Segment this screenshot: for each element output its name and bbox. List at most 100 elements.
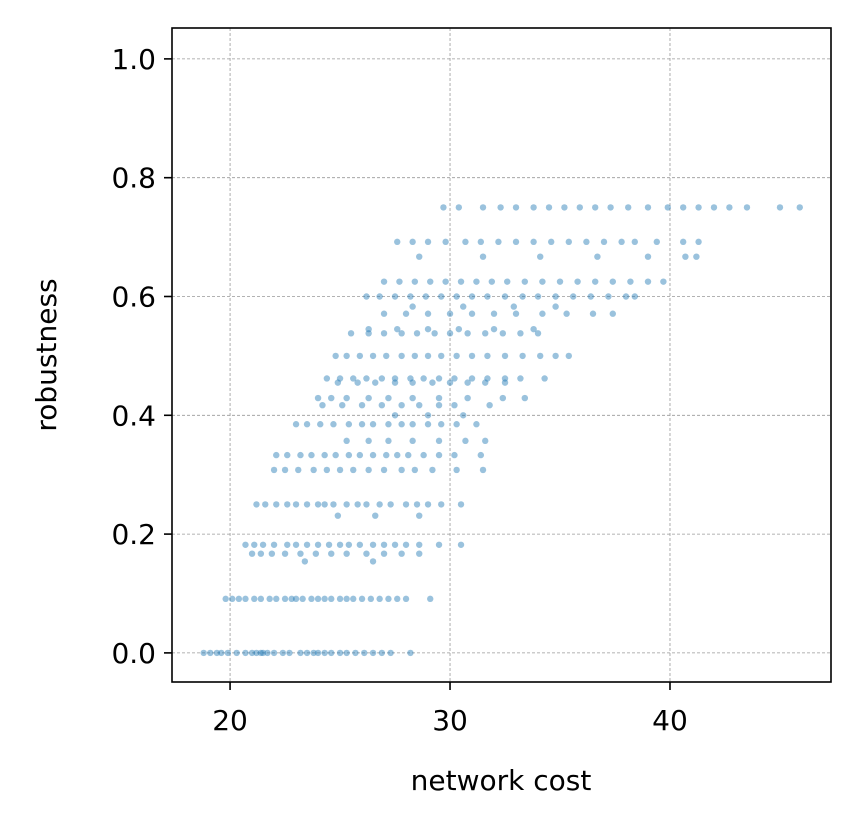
data-point xyxy=(413,501,421,508)
data-point xyxy=(347,330,355,337)
data-point xyxy=(484,352,491,360)
data-point xyxy=(350,595,357,603)
data-point xyxy=(242,649,249,657)
data-point xyxy=(548,238,555,246)
data-point xyxy=(358,595,366,603)
data-point xyxy=(512,310,520,317)
data-point xyxy=(644,253,652,260)
data-point xyxy=(631,293,638,300)
data-point xyxy=(473,278,480,285)
data-point xyxy=(354,379,361,386)
data-point xyxy=(424,352,432,360)
data-point xyxy=(501,352,509,360)
x-tick-label: 30 xyxy=(432,704,468,737)
data-point xyxy=(273,501,280,508)
data-point xyxy=(424,412,432,419)
data-point xyxy=(257,649,265,657)
data-point xyxy=(317,421,324,428)
data-point xyxy=(512,238,520,246)
data-point xyxy=(556,278,564,285)
data-point xyxy=(343,649,350,657)
data-point xyxy=(358,421,366,428)
data-point xyxy=(365,466,372,474)
data-point xyxy=(695,204,702,211)
data-point xyxy=(284,501,291,508)
data-point xyxy=(422,293,430,300)
data-point xyxy=(490,310,498,317)
data-point xyxy=(273,595,280,603)
data-point xyxy=(314,595,322,603)
data-point xyxy=(440,204,447,211)
data-point xyxy=(314,394,322,402)
data-point xyxy=(405,451,412,459)
data-point xyxy=(330,501,337,508)
data-point xyxy=(385,421,392,428)
data-point xyxy=(411,352,419,360)
data-point xyxy=(323,375,331,382)
data-point xyxy=(484,375,491,382)
data-point xyxy=(565,352,573,360)
data-point xyxy=(679,204,687,211)
data-point xyxy=(281,466,289,474)
data-point xyxy=(336,466,344,474)
data-point xyxy=(343,394,350,402)
data-point xyxy=(350,466,357,474)
data-point xyxy=(486,401,493,409)
data-point xyxy=(365,325,372,333)
data-point xyxy=(257,550,265,557)
data-point xyxy=(499,394,507,402)
data-point xyxy=(468,293,476,300)
data-point xyxy=(695,238,702,246)
data-point xyxy=(431,330,438,337)
data-point xyxy=(594,253,601,260)
data-point xyxy=(242,595,249,603)
data-point xyxy=(424,310,432,317)
data-point xyxy=(328,394,335,402)
data-point xyxy=(319,401,326,409)
data-point xyxy=(605,293,612,300)
data-point xyxy=(257,595,265,603)
data-point xyxy=(303,501,311,508)
data-point xyxy=(479,204,487,211)
data-point xyxy=(519,293,526,300)
data-point xyxy=(504,278,511,285)
data-point xyxy=(495,238,502,246)
data-point xyxy=(438,421,445,428)
data-point xyxy=(380,310,388,317)
data-point xyxy=(468,310,476,317)
data-point xyxy=(545,204,553,211)
data-point xyxy=(350,375,357,382)
data-point xyxy=(303,421,311,428)
y-tick-label: 1.0 xyxy=(111,43,156,76)
data-point xyxy=(693,253,700,260)
data-point xyxy=(497,204,504,211)
data-point xyxy=(501,293,509,300)
data-point xyxy=(464,394,471,402)
data-point xyxy=(207,649,214,657)
data-point xyxy=(679,238,687,246)
data-point xyxy=(356,541,364,548)
data-point xyxy=(519,352,526,360)
data-point xyxy=(552,352,559,360)
data-point xyxy=(457,278,465,285)
data-point xyxy=(501,379,509,386)
data-point xyxy=(435,394,443,402)
data-point xyxy=(248,550,256,557)
y-tick-label: 0.8 xyxy=(111,162,156,195)
data-point xyxy=(369,558,377,565)
data-point xyxy=(369,421,377,428)
data-point xyxy=(365,330,372,337)
data-point xyxy=(369,352,377,360)
data-point xyxy=(552,303,559,310)
data-point xyxy=(563,310,570,317)
data-point xyxy=(539,278,546,285)
data-point xyxy=(378,649,386,657)
data-point xyxy=(416,541,423,548)
data-point xyxy=(482,379,489,386)
data-point xyxy=(435,375,443,382)
data-point xyxy=(325,541,333,548)
data-point xyxy=(378,401,386,409)
data-point xyxy=(537,352,544,360)
data-point xyxy=(510,303,518,310)
